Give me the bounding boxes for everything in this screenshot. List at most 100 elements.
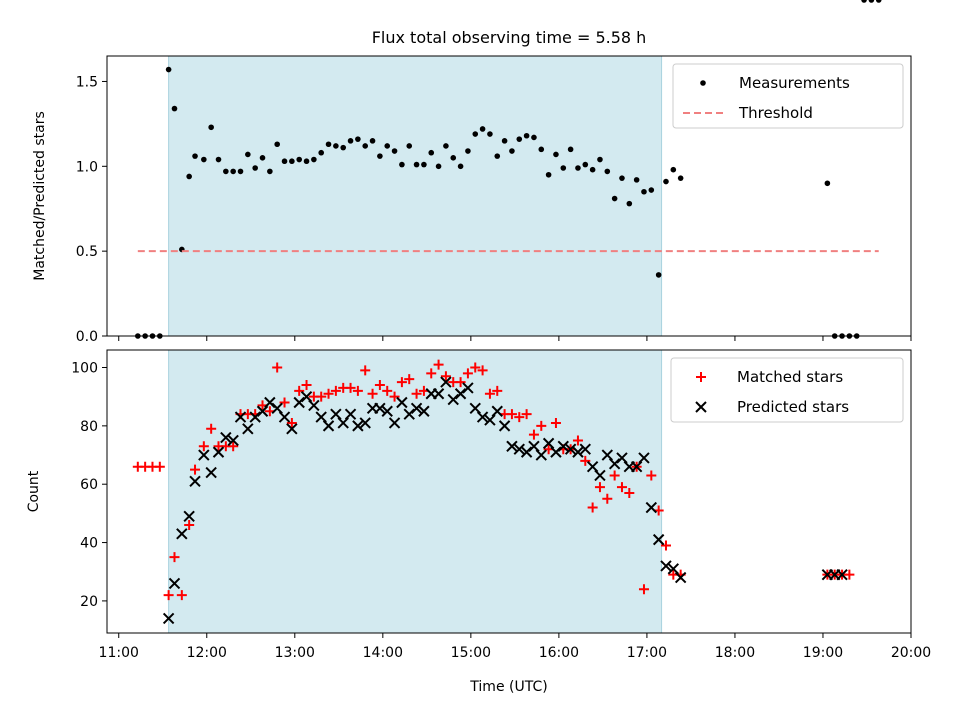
predicted-star-point [660, 560, 672, 572]
measurement-point [545, 171, 552, 178]
predicted-star-point [249, 411, 261, 423]
measurement-point [655, 272, 662, 278]
predicted-star-point [220, 431, 232, 444]
ratio-x-ticks [118, 336, 912, 341]
predicted-star-point [352, 420, 364, 432]
ratio-panel-frame [106, 55, 912, 337]
ratio-panel: 0.0 0.5 1.0 1.5 Matched/Predicted stars Mea… [32, 0, 912, 345]
predicted-star-point [528, 440, 540, 452]
measurement-point [391, 148, 398, 154]
matched-star-point [396, 377, 407, 388]
matched-star-point [169, 552, 180, 563]
measurement-point [531, 134, 537, 141]
measurement-point [347, 138, 354, 144]
matched-star-point [286, 417, 297, 428]
matched-star-point [294, 385, 305, 396]
predicted-star-point [418, 405, 430, 417]
matched-star-point [572, 435, 583, 446]
predicted-star-point [286, 423, 298, 435]
matched-star-point [389, 391, 400, 402]
ratio-y-axis: 0.0 0.5 1.0 1.5 [76, 74, 107, 345]
predicted-star-point [447, 393, 459, 406]
measurement-point [626, 200, 633, 207]
measurement-point [443, 143, 449, 149]
count-legend: Matched stars Predicted stars [670, 357, 904, 423]
measurement-point [509, 148, 515, 154]
predicted-star-point [168, 577, 181, 590]
matched-star-point [536, 420, 547, 431]
y-tick-label: 60 [80, 477, 98, 493]
measurement-point [516, 136, 523, 142]
x-tick-label: 19:00 [803, 645, 843, 661]
measurement-point [281, 158, 288, 165]
matched-star-point [580, 455, 591, 466]
measurement-point [171, 105, 178, 112]
time-x-axis: 11:00 12:00 13:00 14:00 15:00 16:00 17:00 18:00… [99, 633, 931, 661]
predicted-star-point [183, 510, 195, 523]
measurement-point [868, 0, 875, 3]
predicted-star-point [535, 449, 547, 461]
y-tick-label: 1.0 [76, 159, 98, 175]
measurement-point [303, 158, 310, 165]
measurement-point [369, 138, 376, 144]
measurement-point [553, 151, 559, 158]
measurement-point [494, 153, 501, 159]
x-tick-label: 14:00 [363, 645, 403, 661]
measurement-point [192, 153, 198, 159]
predicted-star-point [630, 460, 643, 473]
matched-star-point [279, 397, 290, 408]
measurement-point [311, 156, 317, 163]
measurement-point [377, 153, 383, 159]
measurement-point [479, 126, 486, 132]
measurement-point [259, 155, 266, 161]
predicted-star-point [205, 466, 217, 479]
count-y-label: Count [26, 470, 42, 512]
matched-star-point [440, 371, 451, 382]
matched-star-point [184, 520, 195, 531]
measurement-point [875, 0, 882, 3]
measurement-point [457, 163, 464, 170]
measurement-point [186, 173, 192, 180]
measurement-point [648, 187, 655, 193]
measurement-point [362, 143, 369, 149]
measurement-point [252, 165, 258, 171]
measurement-point [208, 124, 214, 131]
measurement-point [274, 141, 280, 148]
predicted-star-point [506, 440, 518, 452]
predicted-star-point [278, 411, 291, 423]
x-tick-label: 13:00 [275, 645, 315, 661]
measurement-point [575, 165, 581, 171]
measurement-point [538, 146, 545, 153]
matched-star-point [190, 464, 201, 475]
matched-star-point [528, 429, 539, 440]
matched-star-point [228, 441, 239, 452]
count-panel: 20 40 60 80 100 11:00 12:00 13:00 14:00 15:00 16:… [26, 350, 931, 695]
predicted-star-point [234, 411, 247, 423]
x-tick-label: 11:00 [99, 645, 139, 661]
predicted-star-point [388, 417, 401, 429]
matched-star-point [404, 374, 415, 385]
legend-label: Predicted stars [737, 398, 849, 416]
predicted-star-point [601, 449, 614, 461]
predicted-star-point [227, 434, 239, 447]
matched-star-point [360, 365, 371, 376]
predicted-star-point [564, 443, 577, 455]
measurement-point [582, 161, 589, 168]
predicted-star-point [300, 390, 313, 403]
measurement-point [597, 156, 603, 163]
predicted-star-point [469, 402, 481, 415]
predicted-star-point [608, 458, 621, 470]
legend-label: Threshold [738, 104, 813, 122]
predicted-star-point [315, 411, 327, 423]
predicted-star-point [557, 440, 569, 452]
predicted-star-point [674, 571, 687, 584]
observing-window-shade [168, 349, 663, 634]
measurement-point [399, 161, 405, 168]
measurement-point [340, 144, 347, 151]
measurement-point [428, 149, 435, 156]
predicted-star-point [454, 388, 467, 400]
y-tick-label: 0.5 [76, 244, 98, 260]
y-tick-label: 100 [71, 361, 98, 377]
predicted-star-point [836, 568, 848, 581]
